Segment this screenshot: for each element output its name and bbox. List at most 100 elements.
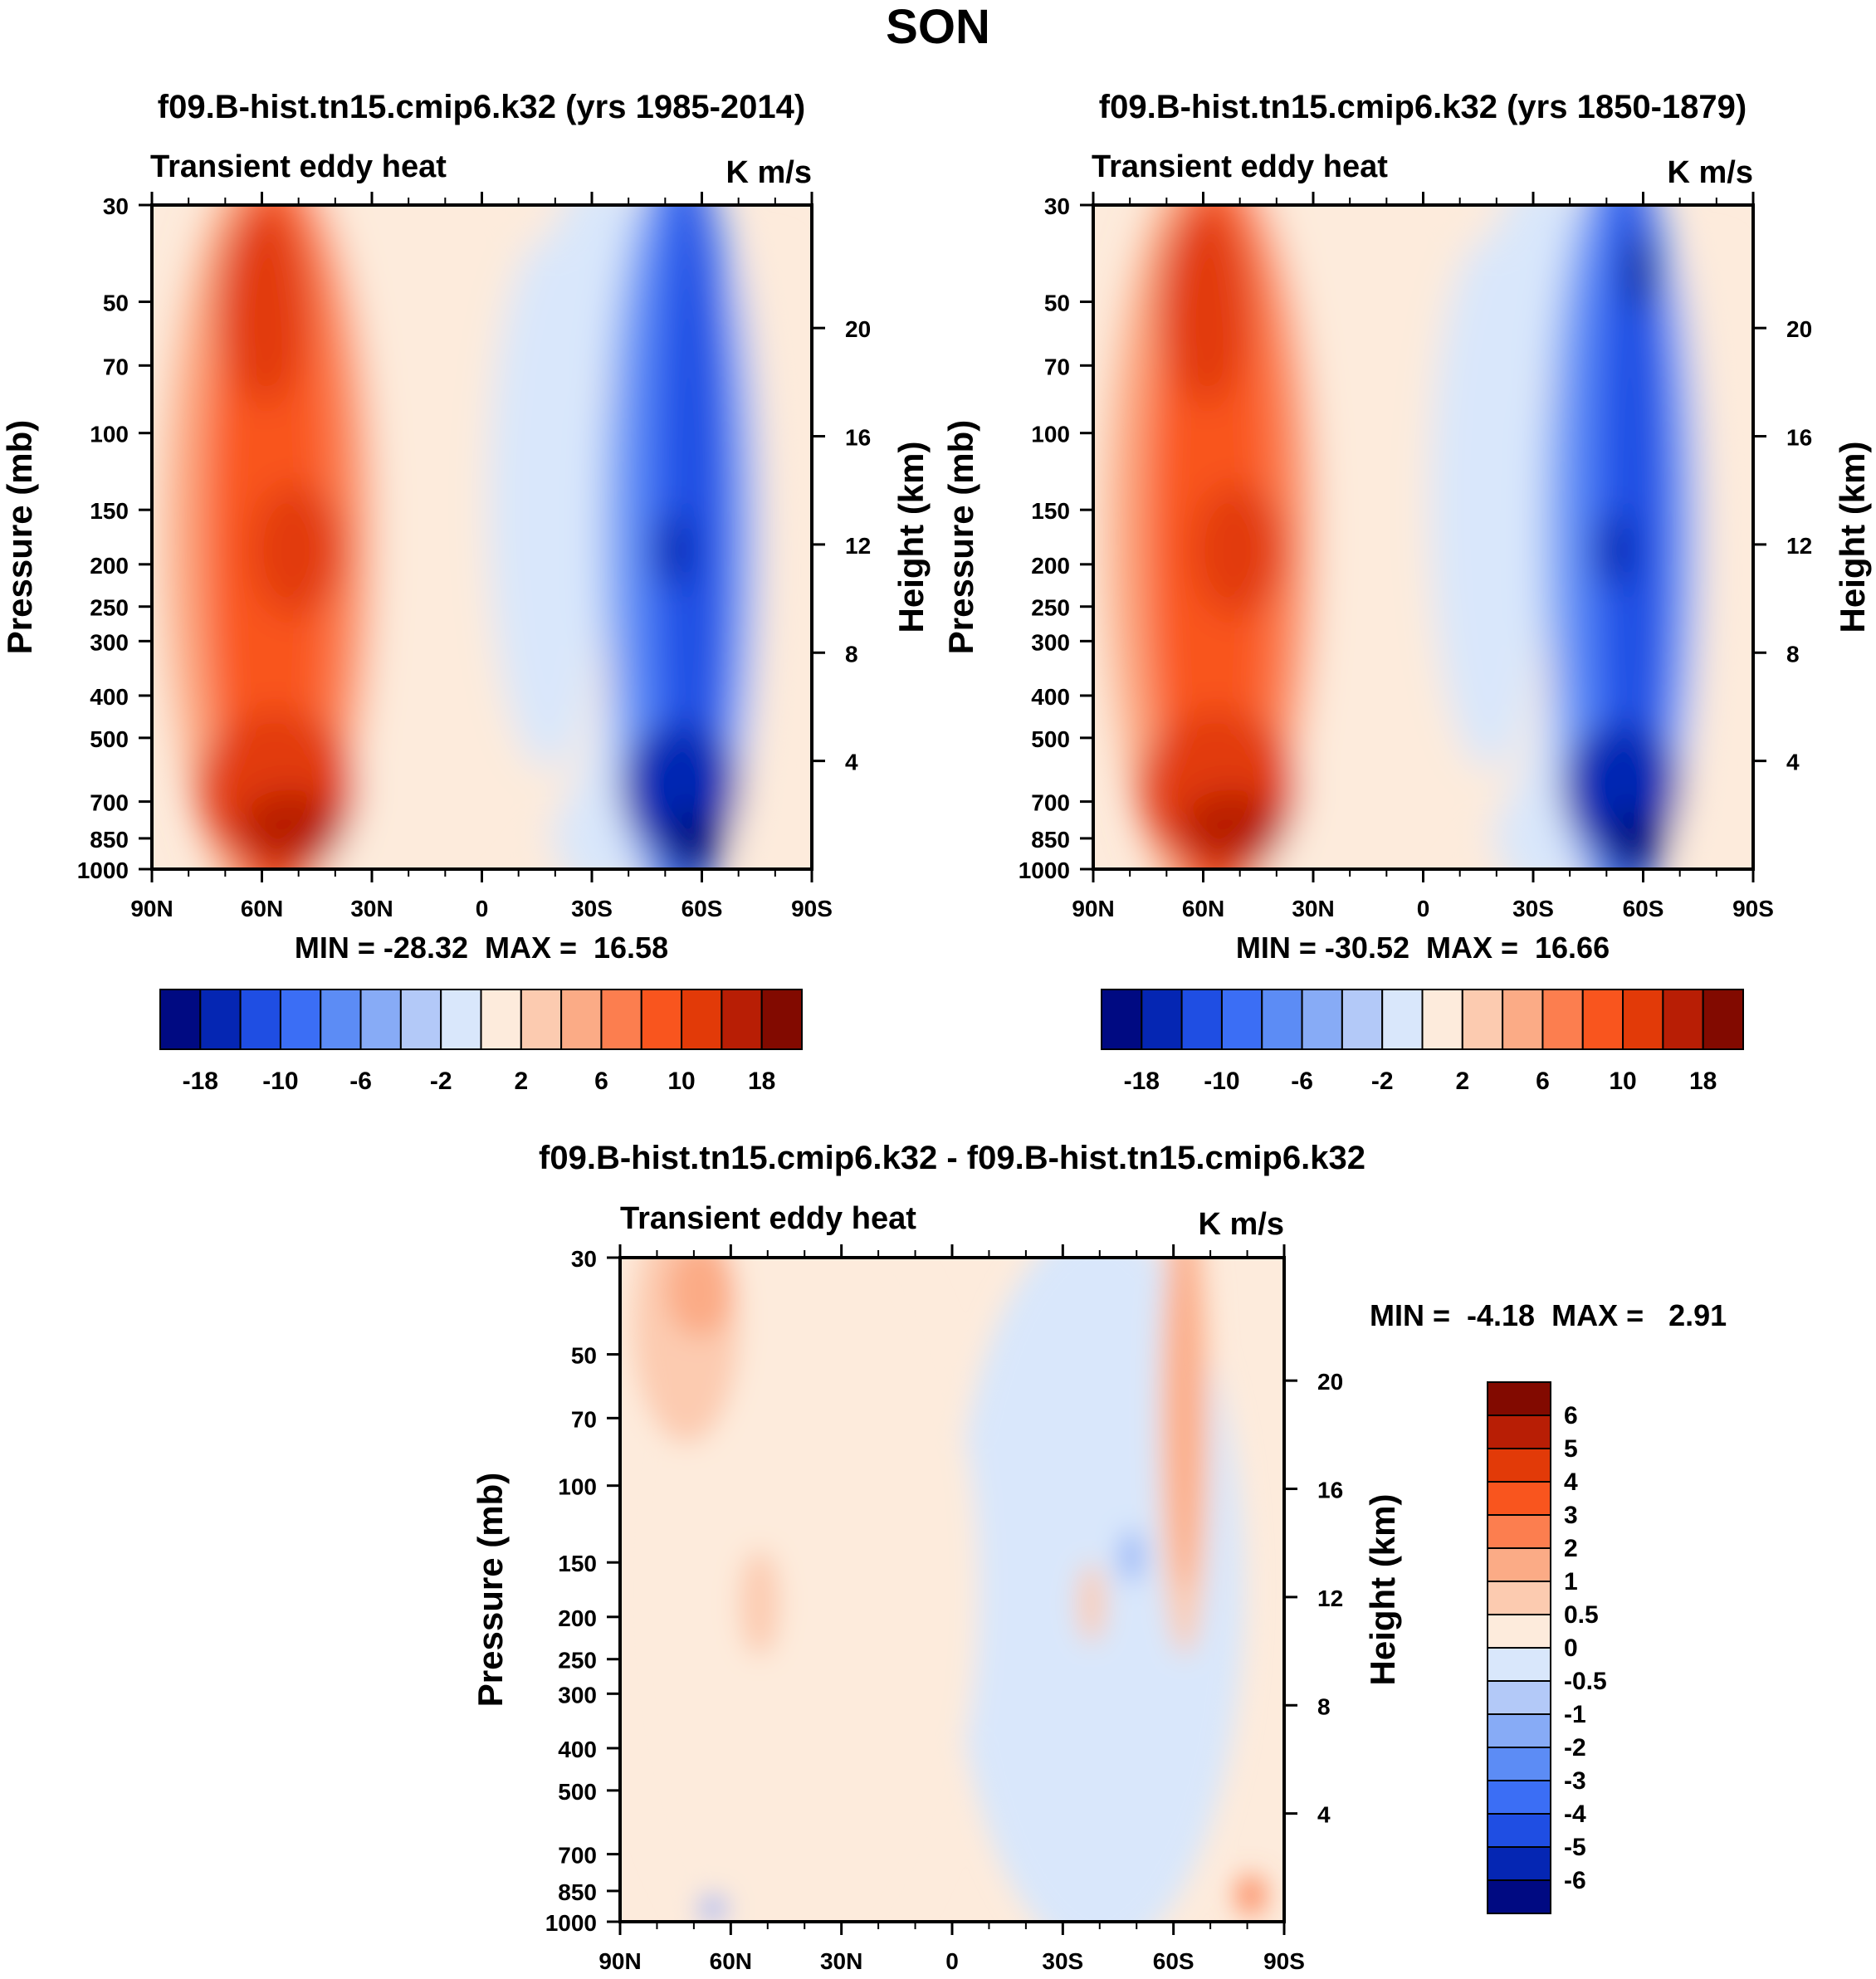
colorbar-swatch — [1461, 989, 1504, 1050]
axes: 305070100150200250300400500700850100090N… — [1019, 192, 1812, 921]
colorbar-label: 2 — [1455, 1068, 1469, 1095]
y-tick-label: 50 — [1044, 291, 1070, 316]
y-tick-label: 200 — [558, 1605, 597, 1631]
y-tick-label: 400 — [90, 684, 129, 710]
y-tick-label: 700 — [90, 790, 129, 816]
colorbar-swatch — [159, 989, 202, 1050]
field-blobs — [620, 1258, 1264, 1922]
colorbar-swatch — [1581, 989, 1624, 1050]
colorbar-swatch — [1662, 989, 1704, 1050]
y-tick-label: 700 — [558, 1843, 597, 1869]
colorbar-swatch — [480, 989, 522, 1050]
colorbar-label: -6 — [1291, 1068, 1313, 1095]
contour-region — [667, 1258, 733, 1337]
contour-region — [1121, 1530, 1141, 1583]
y-tick-label: 100 — [90, 422, 129, 447]
colorbar-label: 5 — [1564, 1435, 1578, 1463]
colorbar-label: -6 — [1564, 1867, 1586, 1894]
contour-region — [660, 809, 726, 869]
y-tick-label: 150 — [558, 1551, 597, 1576]
colorbar-swatch — [560, 989, 603, 1050]
x-tick-label: 60S — [1623, 896, 1664, 921]
colorbar-swatch — [600, 989, 642, 1050]
colorbar-label: 3 — [1564, 1502, 1578, 1529]
y-tick-label: 1000 — [545, 1910, 597, 1936]
colorbar-label: 10 — [1609, 1068, 1636, 1095]
colorbar-label: 18 — [748, 1068, 775, 1095]
y-tick-label: 200 — [90, 553, 129, 579]
colorbar-label: -5 — [1564, 1834, 1586, 1861]
min-max-stats: MIN = -30.52 MAX = 16.66 — [1236, 931, 1610, 965]
x-tick-label: 90N — [1072, 896, 1114, 921]
x-tick-label: 90S — [791, 896, 833, 921]
colorbar-swatch — [1487, 1713, 1551, 1748]
y-tick-label: 30 — [1044, 193, 1070, 219]
colorbar-swatch — [320, 989, 362, 1050]
contour-region — [1605, 205, 1664, 869]
contour-region — [1168, 1258, 1201, 1590]
y-tick-label: 150 — [1031, 498, 1070, 524]
contour-region — [1429, 238, 1549, 770]
contour-field — [1093, 205, 1753, 869]
x-tick-label: 90N — [598, 1948, 641, 1974]
height-tick-label: 20 — [1317, 1369, 1343, 1395]
colorbar-swatch — [1487, 1381, 1551, 1416]
colorbar-swatch — [1487, 1647, 1551, 1682]
height-tick-label: 20 — [845, 316, 871, 342]
x-tick-label: 60S — [1153, 1948, 1194, 1974]
y-tick-label: 850 — [1031, 827, 1070, 853]
colorbar: -18 -10 -6 -2 2 6 10 18 — [1101, 989, 1744, 1095]
colorbar-swatch — [1702, 989, 1744, 1050]
colorbar-swatch — [239, 989, 281, 1050]
contour-region — [1595, 511, 1634, 590]
colorbar-swatch — [1487, 1448, 1551, 1483]
contour-field — [620, 1258, 1284, 1922]
colorbar-label: -2 — [1371, 1068, 1394, 1095]
height-tick-label: 16 — [1786, 425, 1812, 451]
contour-region — [1601, 809, 1668, 869]
colorbar-swatch — [1141, 989, 1183, 1050]
colorbar-label: -3 — [1564, 1767, 1586, 1795]
y-axis-right-label: Height (km) — [892, 442, 931, 633]
height-tick-label: 4 — [1317, 1802, 1331, 1828]
min-max-stats: MIN = -4.18 MAX = 2.91 — [1370, 1298, 1727, 1332]
y-tick-label: 150 — [90, 498, 129, 524]
colorbar-swatch — [1622, 989, 1664, 1050]
colorbar-label: -10 — [1204, 1068, 1239, 1095]
colorbar-swatch — [760, 989, 803, 1050]
x-tick-label: 90S — [1732, 896, 1774, 921]
height-tick-label: 8 — [1786, 641, 1800, 667]
colorbar-swatch — [520, 989, 563, 1050]
y-tick-label: 850 — [90, 827, 129, 853]
y-tick-label: 1000 — [1019, 858, 1070, 883]
height-tick-label: 12 — [845, 533, 871, 559]
y-axis-right-label: Height (km) — [1833, 442, 1872, 633]
y-tick-label: 500 — [90, 726, 129, 752]
height-tick-label: 4 — [845, 750, 858, 775]
height-tick-label: 8 — [845, 641, 858, 667]
colorbar-swatch — [681, 989, 723, 1050]
y-tick-label: 70 — [103, 354, 129, 379]
panel-difference: f09.B-hist.tn15.cmip6.k32 - f09.B-hist.t… — [471, 1140, 1727, 1974]
colorbar-swatch — [1220, 989, 1263, 1050]
y-tick-label: 200 — [1031, 553, 1070, 579]
page-title: SON — [886, 0, 990, 54]
y-axis-right-label: Height (km) — [1363, 1494, 1402, 1686]
y-tick-label: 300 — [558, 1682, 597, 1708]
x-tick-label: 90N — [130, 896, 173, 921]
y-tick-label: 500 — [558, 1779, 597, 1805]
colorbar-swatch — [721, 989, 763, 1050]
x-tick-label: 30N — [350, 896, 393, 921]
colorbar-label: -1 — [1564, 1701, 1586, 1728]
x-tick-label: 30S — [1512, 896, 1554, 921]
colorbar-label: -10 — [262, 1068, 298, 1095]
panel-title: f09.B-hist.tn15.cmip6.k32 - f09.B-hist.t… — [539, 1140, 1365, 1176]
units-label: K m/s — [726, 155, 812, 190]
height-tick-label: 12 — [1317, 1586, 1343, 1611]
x-tick-label: 0 — [1417, 896, 1430, 921]
colorbar-swatch — [1487, 1514, 1551, 1549]
colorbar-label: -18 — [183, 1068, 218, 1095]
contour-region — [251, 484, 344, 617]
field-label: Transient eddy heat — [150, 149, 447, 184]
x-tick-label: 30S — [1042, 1948, 1083, 1974]
